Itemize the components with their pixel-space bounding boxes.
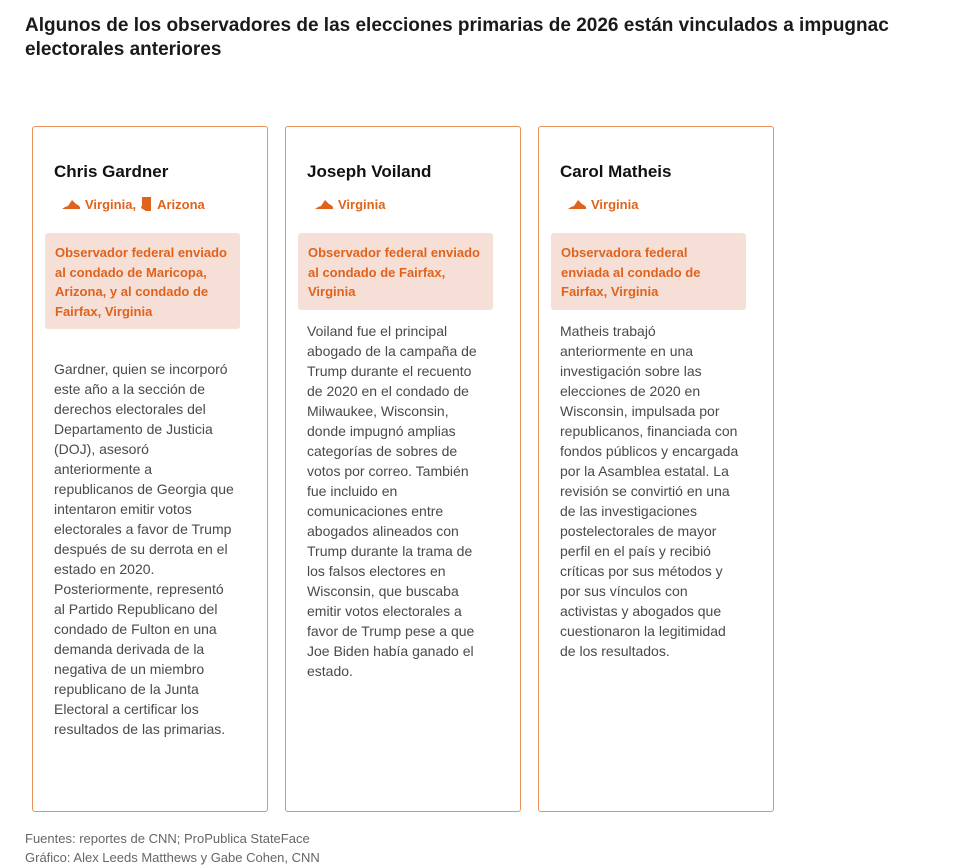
state-label: Virginia, [85, 196, 137, 212]
profile-card-chris-gardner: Chris Gardner Virginia, Arizona Observad… [32, 126, 268, 812]
person-name: Carol Matheis [560, 162, 672, 181]
virginia-icon [568, 199, 586, 209]
role-callout: Observador federal enviado al condado de… [45, 233, 240, 329]
arizona-icon [141, 197, 152, 211]
state-label: Arizona [157, 196, 205, 212]
virginia-icon [62, 199, 80, 209]
role-callout: Observadora federal enviada al condado d… [551, 233, 746, 310]
role-callout: Observador federal enviado al condado de… [298, 233, 493, 310]
state-list: Virginia, Arizona [62, 195, 205, 213]
page-title: Algunos de los observadores de las elecc… [25, 15, 889, 60]
person-name: Chris Gardner [54, 162, 169, 181]
credit-note: Gráfico: Alex Leeds Matthews y Gabe Cohe… [25, 850, 320, 865]
profile-card-joseph-voiland: Joseph Voiland Virginia Observador feder… [285, 126, 521, 812]
state-label: Virginia [591, 196, 639, 212]
bio-text: Matheis trabajó anteriormente en una inv… [560, 323, 739, 659]
profile-card-carol-matheis: Carol Matheis Virginia Observadora feder… [538, 126, 774, 812]
state-label: Virginia [338, 196, 386, 212]
virginia-icon [315, 199, 333, 209]
person-name: Joseph Voiland [307, 162, 432, 181]
bio-text: Gardner, quien se incorporó este año a l… [54, 361, 234, 737]
state-list: Virginia [315, 195, 385, 213]
footer: Fuentes: reportes de CNN; ProPublica Sta… [25, 829, 320, 866]
sources-note: Fuentes: reportes de CNN; ProPublica Sta… [25, 831, 310, 846]
bio-text: Voiland fue el principal abogado de la c… [307, 323, 477, 679]
state-list: Virginia [568, 195, 638, 213]
